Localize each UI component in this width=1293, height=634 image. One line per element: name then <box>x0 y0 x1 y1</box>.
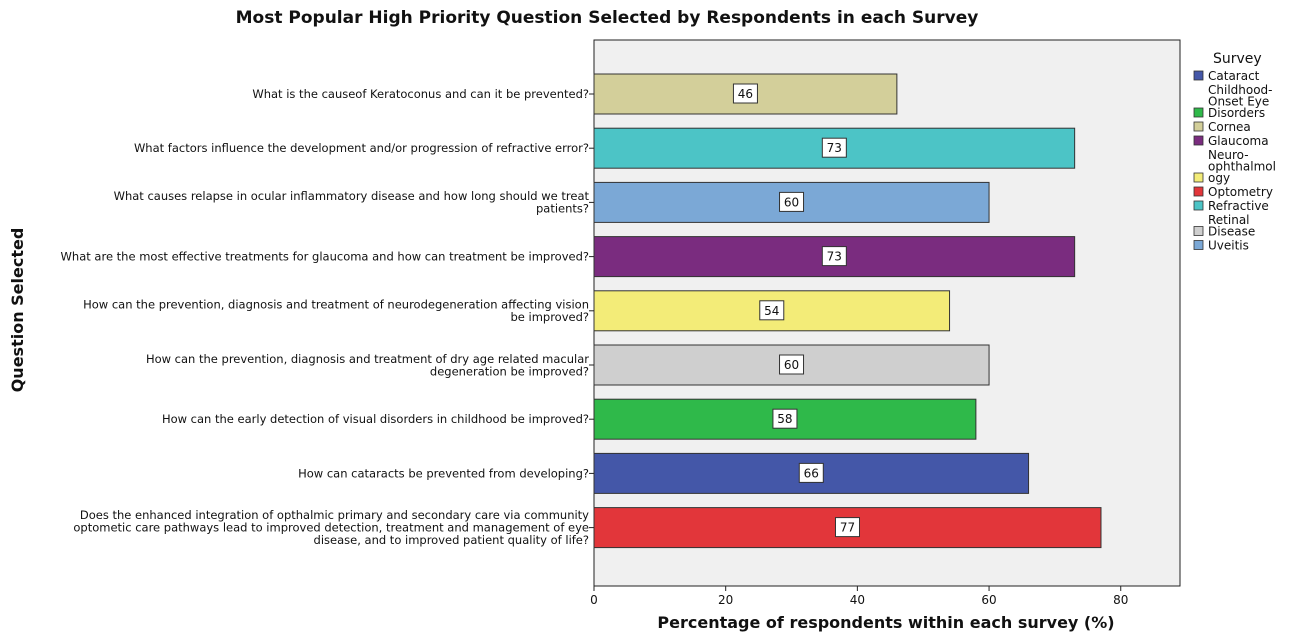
legend-swatch <box>1193 240 1204 250</box>
question-label: How can the prevention, diagnosis and tr… <box>83 298 589 325</box>
chart-title: Most Popular High Priority Question Sele… <box>236 8 979 28</box>
data-label: 60 <box>784 195 799 209</box>
legend-swatch <box>1193 186 1204 197</box>
data-label-box <box>834 517 860 538</box>
data-label-box <box>821 137 847 158</box>
legend-item: Childhood-Onset Eye Disorders <box>1208 83 1273 120</box>
data-label: 73 <box>827 141 842 155</box>
data-label-box <box>772 408 798 429</box>
legend-item: Cornea <box>1208 120 1251 134</box>
x-tick-label: 0 <box>590 593 598 607</box>
data-label-box <box>732 83 758 104</box>
y-axis-title: Question Selected <box>8 228 27 393</box>
y-axis: What is the causeof Keratoconus and can … <box>61 87 594 547</box>
question-label: What is the causeof Keratoconus and can … <box>252 87 589 101</box>
question-label: How can cataracts be prevented from deve… <box>298 466 589 480</box>
data-label: 66 <box>804 466 819 480</box>
x-tick-label: 60 <box>981 593 996 607</box>
legend-swatch <box>1193 172 1204 183</box>
data-label-box <box>821 246 847 267</box>
legend-swatch <box>1193 107 1204 118</box>
question-label: What factors influence the development a… <box>134 141 589 155</box>
legend-title: Survey <box>1213 51 1262 67</box>
x-axis-title: Percentage of respondents within each su… <box>657 613 1114 632</box>
legend-item: Uveitis <box>1208 239 1249 253</box>
data-label-box <box>759 300 785 321</box>
question-label: Does the enhanced integration of opthalm… <box>73 508 589 547</box>
question-label: How can the prevention, diagnosis and tr… <box>146 352 589 379</box>
data-label: 54 <box>764 304 779 318</box>
legend-item: Optometry <box>1208 185 1273 199</box>
data-label-box <box>779 191 805 212</box>
legend-item: Retinal Disease <box>1208 213 1255 239</box>
question-label: How can the early detection of visual di… <box>162 412 589 426</box>
x-axis: 0 20 40 60 80 <box>590 586 1128 607</box>
data-label: 73 <box>827 250 842 264</box>
legend-item: Refractive <box>1208 199 1269 213</box>
x-tick-label: 40 <box>850 593 865 607</box>
x-tick-label: 80 <box>1113 593 1128 607</box>
legend-swatch <box>1193 135 1204 146</box>
data-label-box <box>798 462 824 483</box>
legend-swatch <box>1193 200 1204 211</box>
legend-item: Neuro-ophthalmol ogy <box>1208 148 1276 185</box>
legend-item: Glaucoma <box>1208 134 1269 148</box>
bars-layer: 46 73 60 73 54 60 58 66 77 <box>593 73 1102 549</box>
data-label: 46 <box>738 87 753 101</box>
legend-swatch <box>1193 121 1204 132</box>
data-label: 58 <box>777 412 792 426</box>
data-label: 60 <box>784 358 799 372</box>
legend-item: Cataract <box>1208 69 1260 83</box>
data-label: 77 <box>840 521 855 535</box>
legend-swatch <box>1193 226 1204 236</box>
x-tick-label: 20 <box>718 593 733 607</box>
question-label: What are the most effective treatments f… <box>61 250 589 264</box>
data-label-box <box>779 354 805 375</box>
question-label: What causes relapse in ocular inflammato… <box>114 189 590 216</box>
legend-swatch <box>1193 70 1204 81</box>
